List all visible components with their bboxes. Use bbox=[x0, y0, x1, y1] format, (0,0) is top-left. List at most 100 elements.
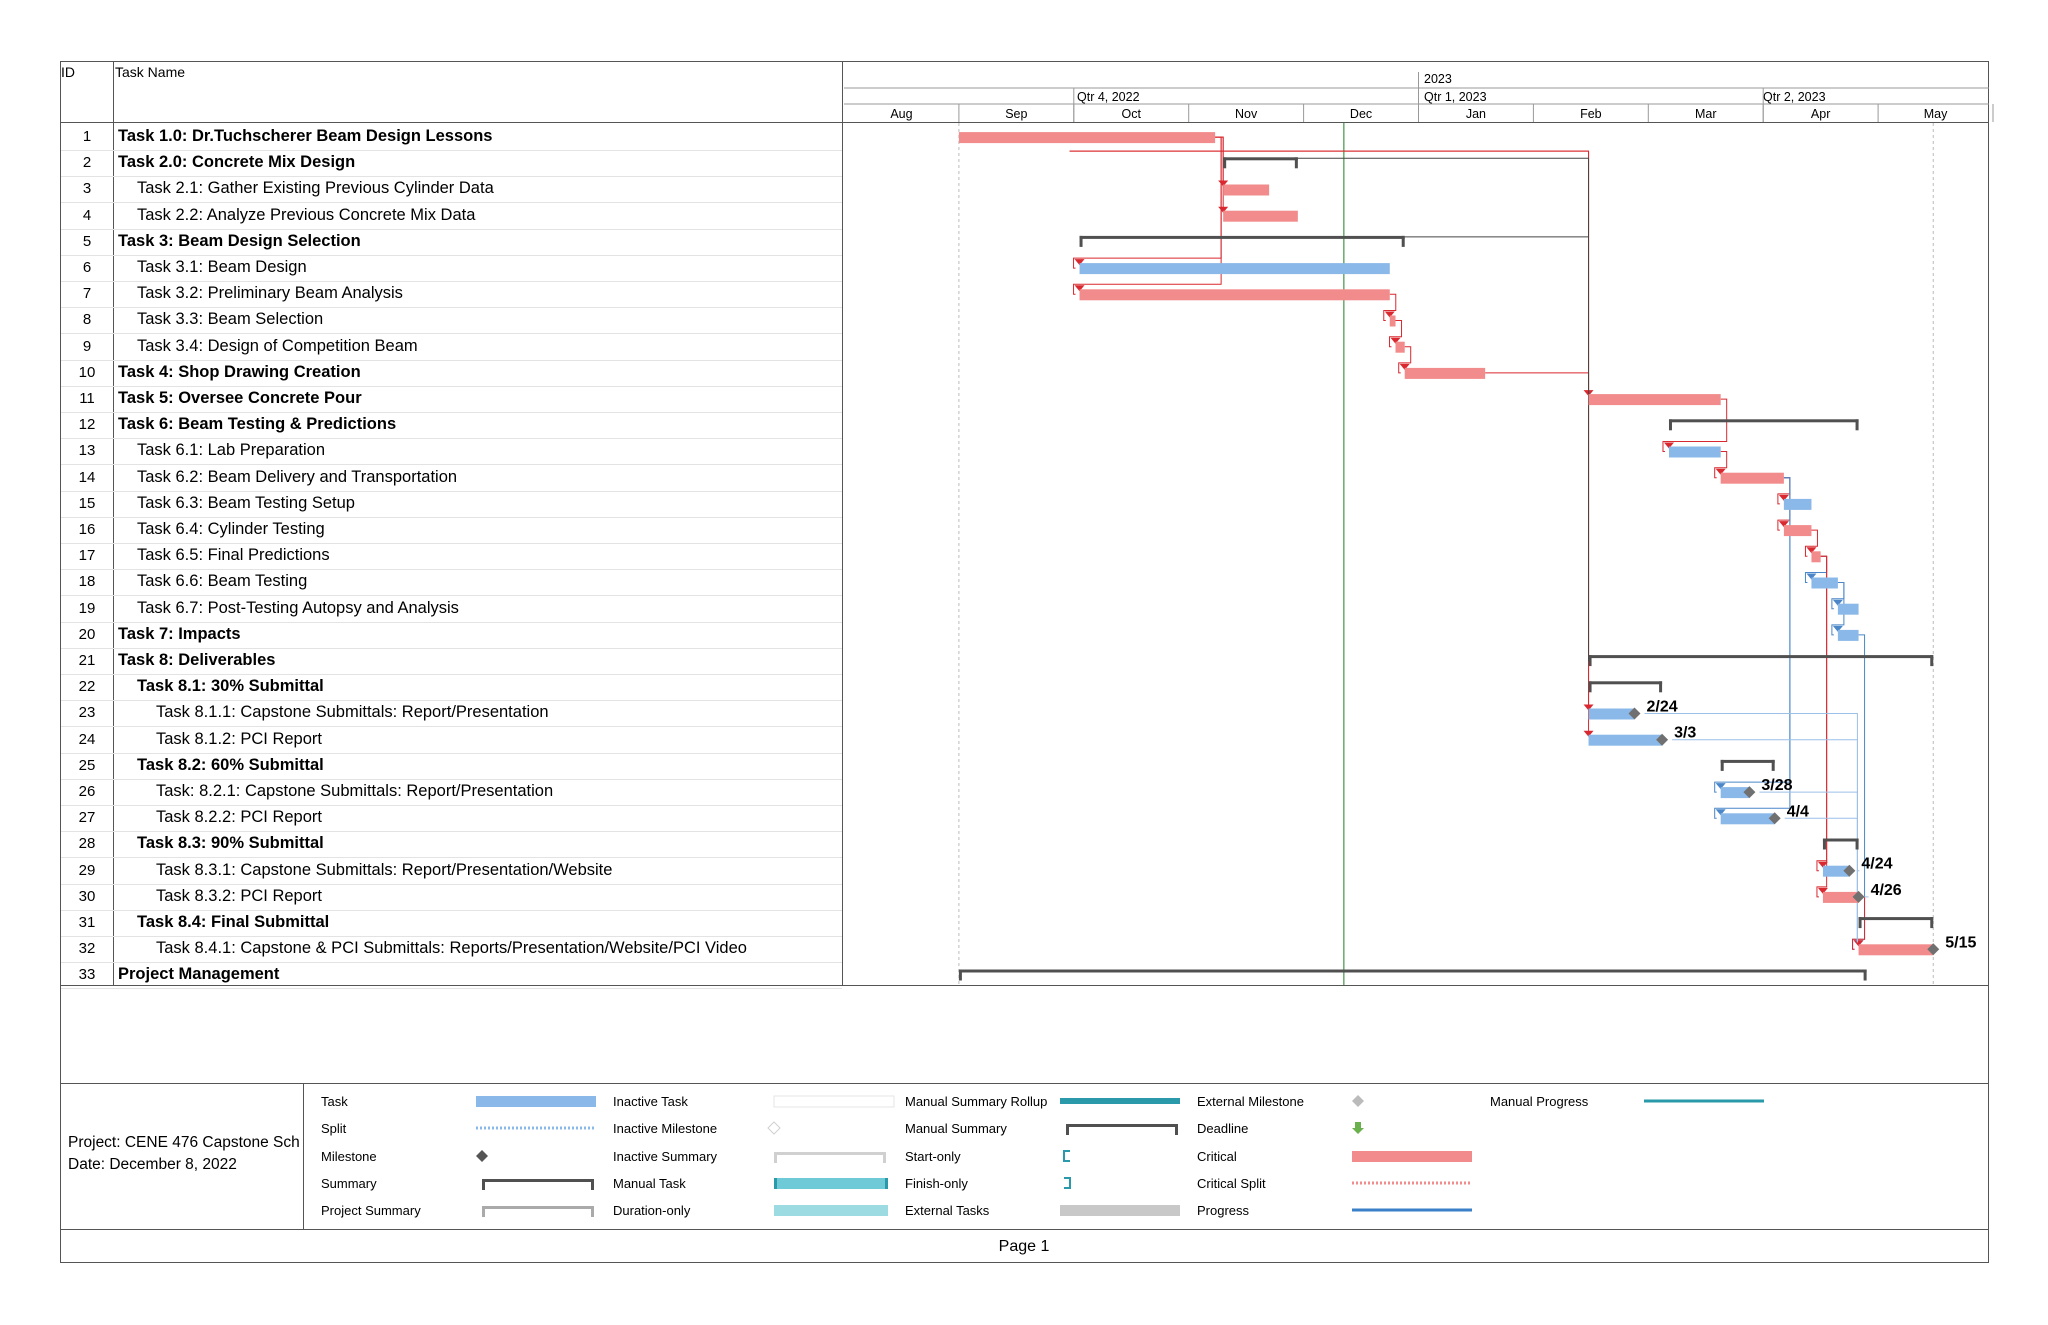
timescale-month: Aug bbox=[890, 107, 913, 121]
timescale-month: Sep bbox=[1005, 107, 1028, 121]
task-id: 10 bbox=[78, 363, 96, 381]
milestone-date-label: 4/24 bbox=[1861, 856, 1892, 873]
milestone-date-label: 4/4 bbox=[1787, 803, 1809, 820]
task-id: 6 bbox=[82, 259, 92, 276]
task-row[interactable]: 18 Task 6.6: Beam Testing bbox=[61, 569, 842, 597]
task-row[interactable]: 31 Task 8.4: Final Submittal bbox=[61, 910, 842, 937]
task-row[interactable]: 17 Task 6.5: Final Predictions bbox=[61, 543, 842, 571]
milestone-date-label: 3/28 bbox=[1761, 777, 1792, 794]
task-name: Task 8.2: 60% Submittal bbox=[137, 755, 324, 774]
task-row[interactable]: 3 Task 2.1: Gather Existing Previous Cyli… bbox=[61, 176, 842, 204]
legend-label: Start-only bbox=[905, 1149, 961, 1164]
task-name: Task 8: Deliverables bbox=[118, 651, 276, 669]
task-row[interactable]: 19 Task 6.7: Post-Testing Autopsy and Ana… bbox=[61, 596, 842, 623]
legend-deadline-symbol bbox=[1352, 1122, 1364, 1134]
summary-bar-cap bbox=[1588, 655, 1592, 667]
summary-bar-cap bbox=[1401, 235, 1405, 247]
task-name: Task 3.1: Beam Design bbox=[137, 258, 307, 276]
link-arrowhead bbox=[1399, 363, 1410, 370]
task-row[interactable]: 10 Task 4: Shop Drawing Creation bbox=[61, 360, 842, 387]
critical-task-bar bbox=[1720, 472, 1784, 484]
task-bar bbox=[1588, 708, 1635, 720]
task-row[interactable]: 32 Task 8.4.1: Capstone & PCI Submittals:… bbox=[61, 936, 842, 964]
task-row[interactable]: 25 Task 8.2: 60% Submittal bbox=[61, 753, 842, 780]
task-row[interactable]: 8 Task 3.3: Beam Selection bbox=[61, 307, 842, 335]
legend-summary-cap bbox=[591, 1179, 594, 1190]
summary-bar bbox=[1822, 838, 1859, 842]
task-name: Task 6.5: Final Predictions bbox=[137, 546, 330, 565]
milestone-diamond bbox=[1628, 707, 1641, 720]
legend-inactive-summary-symbol bbox=[774, 1152, 886, 1155]
task-row[interactable]: 13 Task 6.1: Lab Preparation bbox=[61, 438, 842, 466]
legend-label: Critical bbox=[1197, 1149, 1237, 1164]
dependency-link bbox=[1215, 136, 1224, 183]
task-row[interactable]: 29 Task 8.3.1: Capstone Submittals: Repor… bbox=[61, 858, 842, 885]
task-id: 5 bbox=[82, 232, 92, 250]
link-arrowhead bbox=[1074, 285, 1085, 292]
milestone-diamond bbox=[1843, 864, 1856, 877]
task-row[interactable]: 15 Task 6.3: Beam Testing Setup bbox=[61, 491, 842, 518]
task-name: Task 6: Beam Testing & Predictions bbox=[118, 415, 397, 434]
task-bar bbox=[1720, 787, 1750, 799]
timescale-year: 2023 bbox=[1424, 72, 1452, 86]
task-row[interactable]: 21 Task 8: Deliverables bbox=[61, 648, 842, 675]
task-id: 32 bbox=[78, 940, 96, 958]
task-row[interactable]: 24 Task 8.1.2: PCI Report bbox=[61, 727, 842, 754]
summary-bar bbox=[1588, 681, 1663, 685]
task-row[interactable]: 2 Task 2.0: Concrete Mix Design bbox=[61, 150, 842, 178]
task-row[interactable]: 22 Task 8.1: 30% Submittal bbox=[61, 674, 842, 702]
task-row[interactable]: 28 Task 8.3: 90% Submittal bbox=[61, 831, 842, 859]
task-row[interactable]: 12 Task 6: Beam Testing & Predictions bbox=[61, 412, 842, 440]
task-name: Project Management bbox=[118, 965, 280, 984]
task-name: Task 7: Impacts bbox=[118, 624, 241, 643]
task-name: Task 2.1: Gather Existing Previous Cylin… bbox=[137, 179, 494, 198]
legend-project-summary-cap bbox=[591, 1206, 594, 1217]
task-name: Task 6.7: Post-Testing Autopsy and Analy… bbox=[137, 598, 459, 617]
task-row[interactable]: 4 Task 2.2: Analyze Previous Concrete Mix… bbox=[61, 203, 842, 230]
task-row[interactable]: 9 Task 3.4: Design of Competition Beam bbox=[61, 334, 842, 361]
task-id: 17 bbox=[78, 547, 96, 565]
task-row[interactable]: 7 Task 3.2: Preliminary Beam Analysis bbox=[61, 281, 842, 309]
task-row[interactable]: 16 Task 6.4: Cylinder Testing bbox=[61, 517, 842, 544]
task-row[interactable]: 6 Task 3.1: Beam Design bbox=[61, 255, 842, 282]
task-bar bbox=[1811, 577, 1838, 589]
task-name: Task 6.6: Beam Testing bbox=[137, 572, 308, 591]
summary-bar-cap bbox=[1855, 838, 1859, 850]
task-row[interactable]: 20 Task 7: Impacts bbox=[61, 622, 842, 649]
milestone-diamond bbox=[1743, 786, 1756, 799]
task-name: Task 4: Shop Drawing Creation bbox=[118, 362, 361, 381]
task-row[interactable]: 5 Task 3: Beam Design Selection bbox=[61, 229, 842, 256]
task-row[interactable]: 11 Task 5: Oversee Concrete Pour bbox=[61, 386, 842, 413]
dependency-link bbox=[1383, 293, 1397, 321]
link-arrowhead bbox=[1390, 337, 1401, 344]
task-row[interactable]: 26 Task: 8.2.1: Capstone Submittals: Repo… bbox=[61, 779, 842, 806]
legend-manual-summary-rollup-symbol bbox=[1060, 1098, 1180, 1104]
milestone-diamond bbox=[1927, 943, 1940, 956]
legend-label: External Tasks bbox=[905, 1203, 990, 1218]
milestone-diamond bbox=[1768, 812, 1781, 825]
table-chart-divider bbox=[842, 61, 843, 985]
legend-bottom-divider bbox=[61, 1229, 1989, 1230]
legend-label: Split bbox=[321, 1121, 347, 1136]
task-row[interactable]: 14 Task 6.2: Beam Delivery and Transporta… bbox=[61, 465, 842, 492]
legend-duration-only-symbol bbox=[774, 1205, 888, 1216]
critical-task-bar bbox=[1223, 210, 1298, 222]
milestone-date-label: 2/24 bbox=[1647, 699, 1678, 716]
timescale-quarter: Qtr 4, 2022 bbox=[1077, 90, 1140, 104]
legend-label: Manual Summary Rollup bbox=[905, 1094, 1048, 1109]
task-id: 23 bbox=[78, 704, 96, 722]
task-row[interactable]: 27 Task 8.2.2: PCI Report bbox=[61, 805, 842, 833]
task-id: 9 bbox=[82, 337, 92, 355]
task-row[interactable]: 33 Project Management bbox=[61, 962, 842, 990]
dependency-link bbox=[1784, 817, 1858, 943]
task-row[interactable]: 30 Task 8.3.2: PCI Report bbox=[61, 884, 842, 911]
task-row[interactable]: 23 Task 8.1.1: Capstone Submittals: Repor… bbox=[61, 700, 842, 728]
legend-info-divider bbox=[303, 1083, 304, 1229]
task-row[interactable]: 1 Task 1.0: Dr.Tuchscherer Beam Design Le… bbox=[61, 124, 842, 151]
link-arrowhead bbox=[1074, 259, 1085, 266]
legend-manual-task-cap bbox=[774, 1178, 777, 1189]
dependency-link bbox=[1714, 477, 1791, 819]
summary-bar-cap bbox=[1930, 917, 1934, 929]
dependency-link bbox=[1804, 529, 1818, 557]
timescale-month: May bbox=[1923, 107, 1948, 121]
